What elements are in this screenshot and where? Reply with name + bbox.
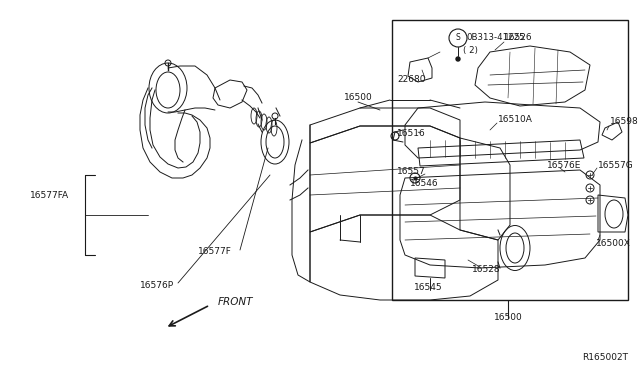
Text: 16576E: 16576E bbox=[547, 160, 581, 170]
Circle shape bbox=[456, 57, 460, 61]
Text: 16500: 16500 bbox=[344, 93, 372, 103]
Bar bbox=[392, 20, 628, 300]
Text: 0B313-41225: 0B313-41225 bbox=[466, 33, 525, 42]
Text: 16577F: 16577F bbox=[198, 247, 232, 257]
Text: R165002T: R165002T bbox=[582, 353, 628, 362]
Text: 16577FA: 16577FA bbox=[30, 190, 69, 199]
Text: 16598: 16598 bbox=[610, 118, 639, 126]
Text: 16500: 16500 bbox=[493, 314, 522, 323]
Text: 16526: 16526 bbox=[504, 33, 532, 42]
Text: 16516: 16516 bbox=[397, 129, 426, 138]
Text: 16510A: 16510A bbox=[498, 115, 533, 125]
Text: 22680: 22680 bbox=[397, 76, 426, 84]
Text: 16546: 16546 bbox=[410, 179, 438, 187]
Text: 16576P: 16576P bbox=[140, 280, 174, 289]
Text: S: S bbox=[456, 33, 460, 42]
Text: ( 2): ( 2) bbox=[463, 46, 478, 55]
Text: 16557G: 16557G bbox=[598, 160, 634, 170]
Text: 16557: 16557 bbox=[397, 167, 426, 176]
Text: 16500X: 16500X bbox=[596, 240, 631, 248]
Text: 16545: 16545 bbox=[414, 283, 443, 292]
Text: 16528: 16528 bbox=[472, 266, 500, 275]
Text: FRONT: FRONT bbox=[218, 297, 253, 307]
